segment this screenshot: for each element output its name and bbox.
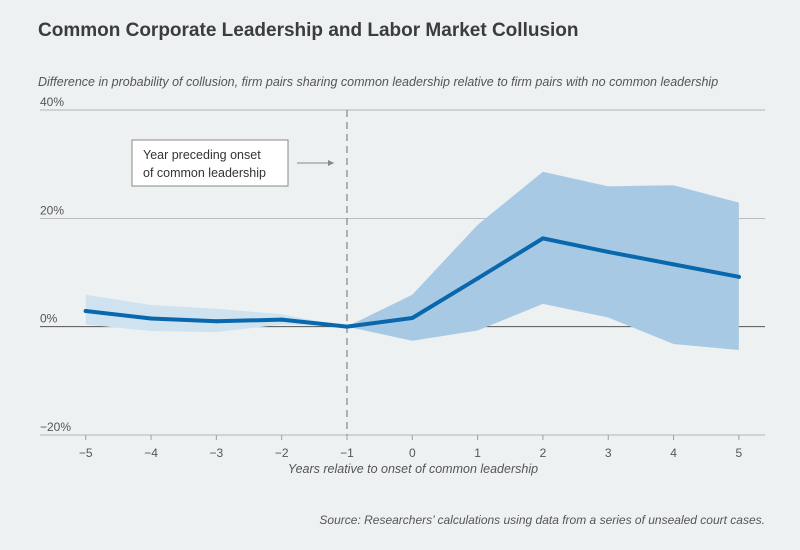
y-tick-label: 40% [40, 95, 64, 109]
annotation-arrowhead [328, 160, 334, 166]
y-tick-label: 20% [40, 203, 64, 217]
annotation-box [131, 139, 289, 187]
confidence-band-post [346, 171, 739, 350]
x-tick-label: 3 [605, 446, 612, 460]
annotation-layer: Year preceding onset of common leadershi… [131, 139, 334, 187]
data-point [540, 236, 545, 241]
data-point [83, 308, 88, 313]
x-tick-label: −4 [144, 446, 158, 460]
x-tick-label: −1 [340, 446, 354, 460]
x-tick-label: 4 [670, 446, 677, 460]
axis-layer: −20% 0% 20% 40% −5 −4 −3 −2 −1 0 1 2 3 4 5 [40, 95, 743, 460]
data-point [279, 317, 284, 322]
confidence-band-layer [85, 171, 739, 350]
data-point [671, 262, 676, 267]
chart-subtitle: Difference in probability of collusion, … [38, 75, 719, 89]
source-note: Source: Researchers’ calculations using … [319, 513, 765, 527]
x-tick-label: 0 [409, 446, 416, 460]
annotation-line-2: of common leadership [143, 166, 266, 180]
data-point [149, 316, 154, 321]
data-point [214, 319, 219, 324]
y-tick-label: 0% [40, 312, 58, 326]
data-point [736, 274, 741, 279]
y-tick-label: −20% [40, 420, 71, 434]
data-point [344, 324, 349, 329]
series-line-layer [83, 236, 741, 329]
data-point [606, 249, 611, 254]
x-tick-label: −3 [210, 446, 224, 460]
data-point [475, 276, 480, 281]
x-tick-label: 5 [736, 446, 743, 460]
annotation-line-1: Year preceding onset [143, 148, 261, 162]
x-tick-label: −5 [79, 446, 93, 460]
x-axis-label: Years relative to onset of common leader… [288, 462, 538, 476]
x-tick-label: −2 [275, 446, 289, 460]
x-tick-label: 2 [540, 446, 547, 460]
x-tick-label: 1 [474, 446, 481, 460]
confidence-band-pre [85, 294, 347, 333]
chart-title: Common Corporate Leadership and Labor Ma… [38, 20, 579, 41]
data-point [410, 316, 415, 320]
